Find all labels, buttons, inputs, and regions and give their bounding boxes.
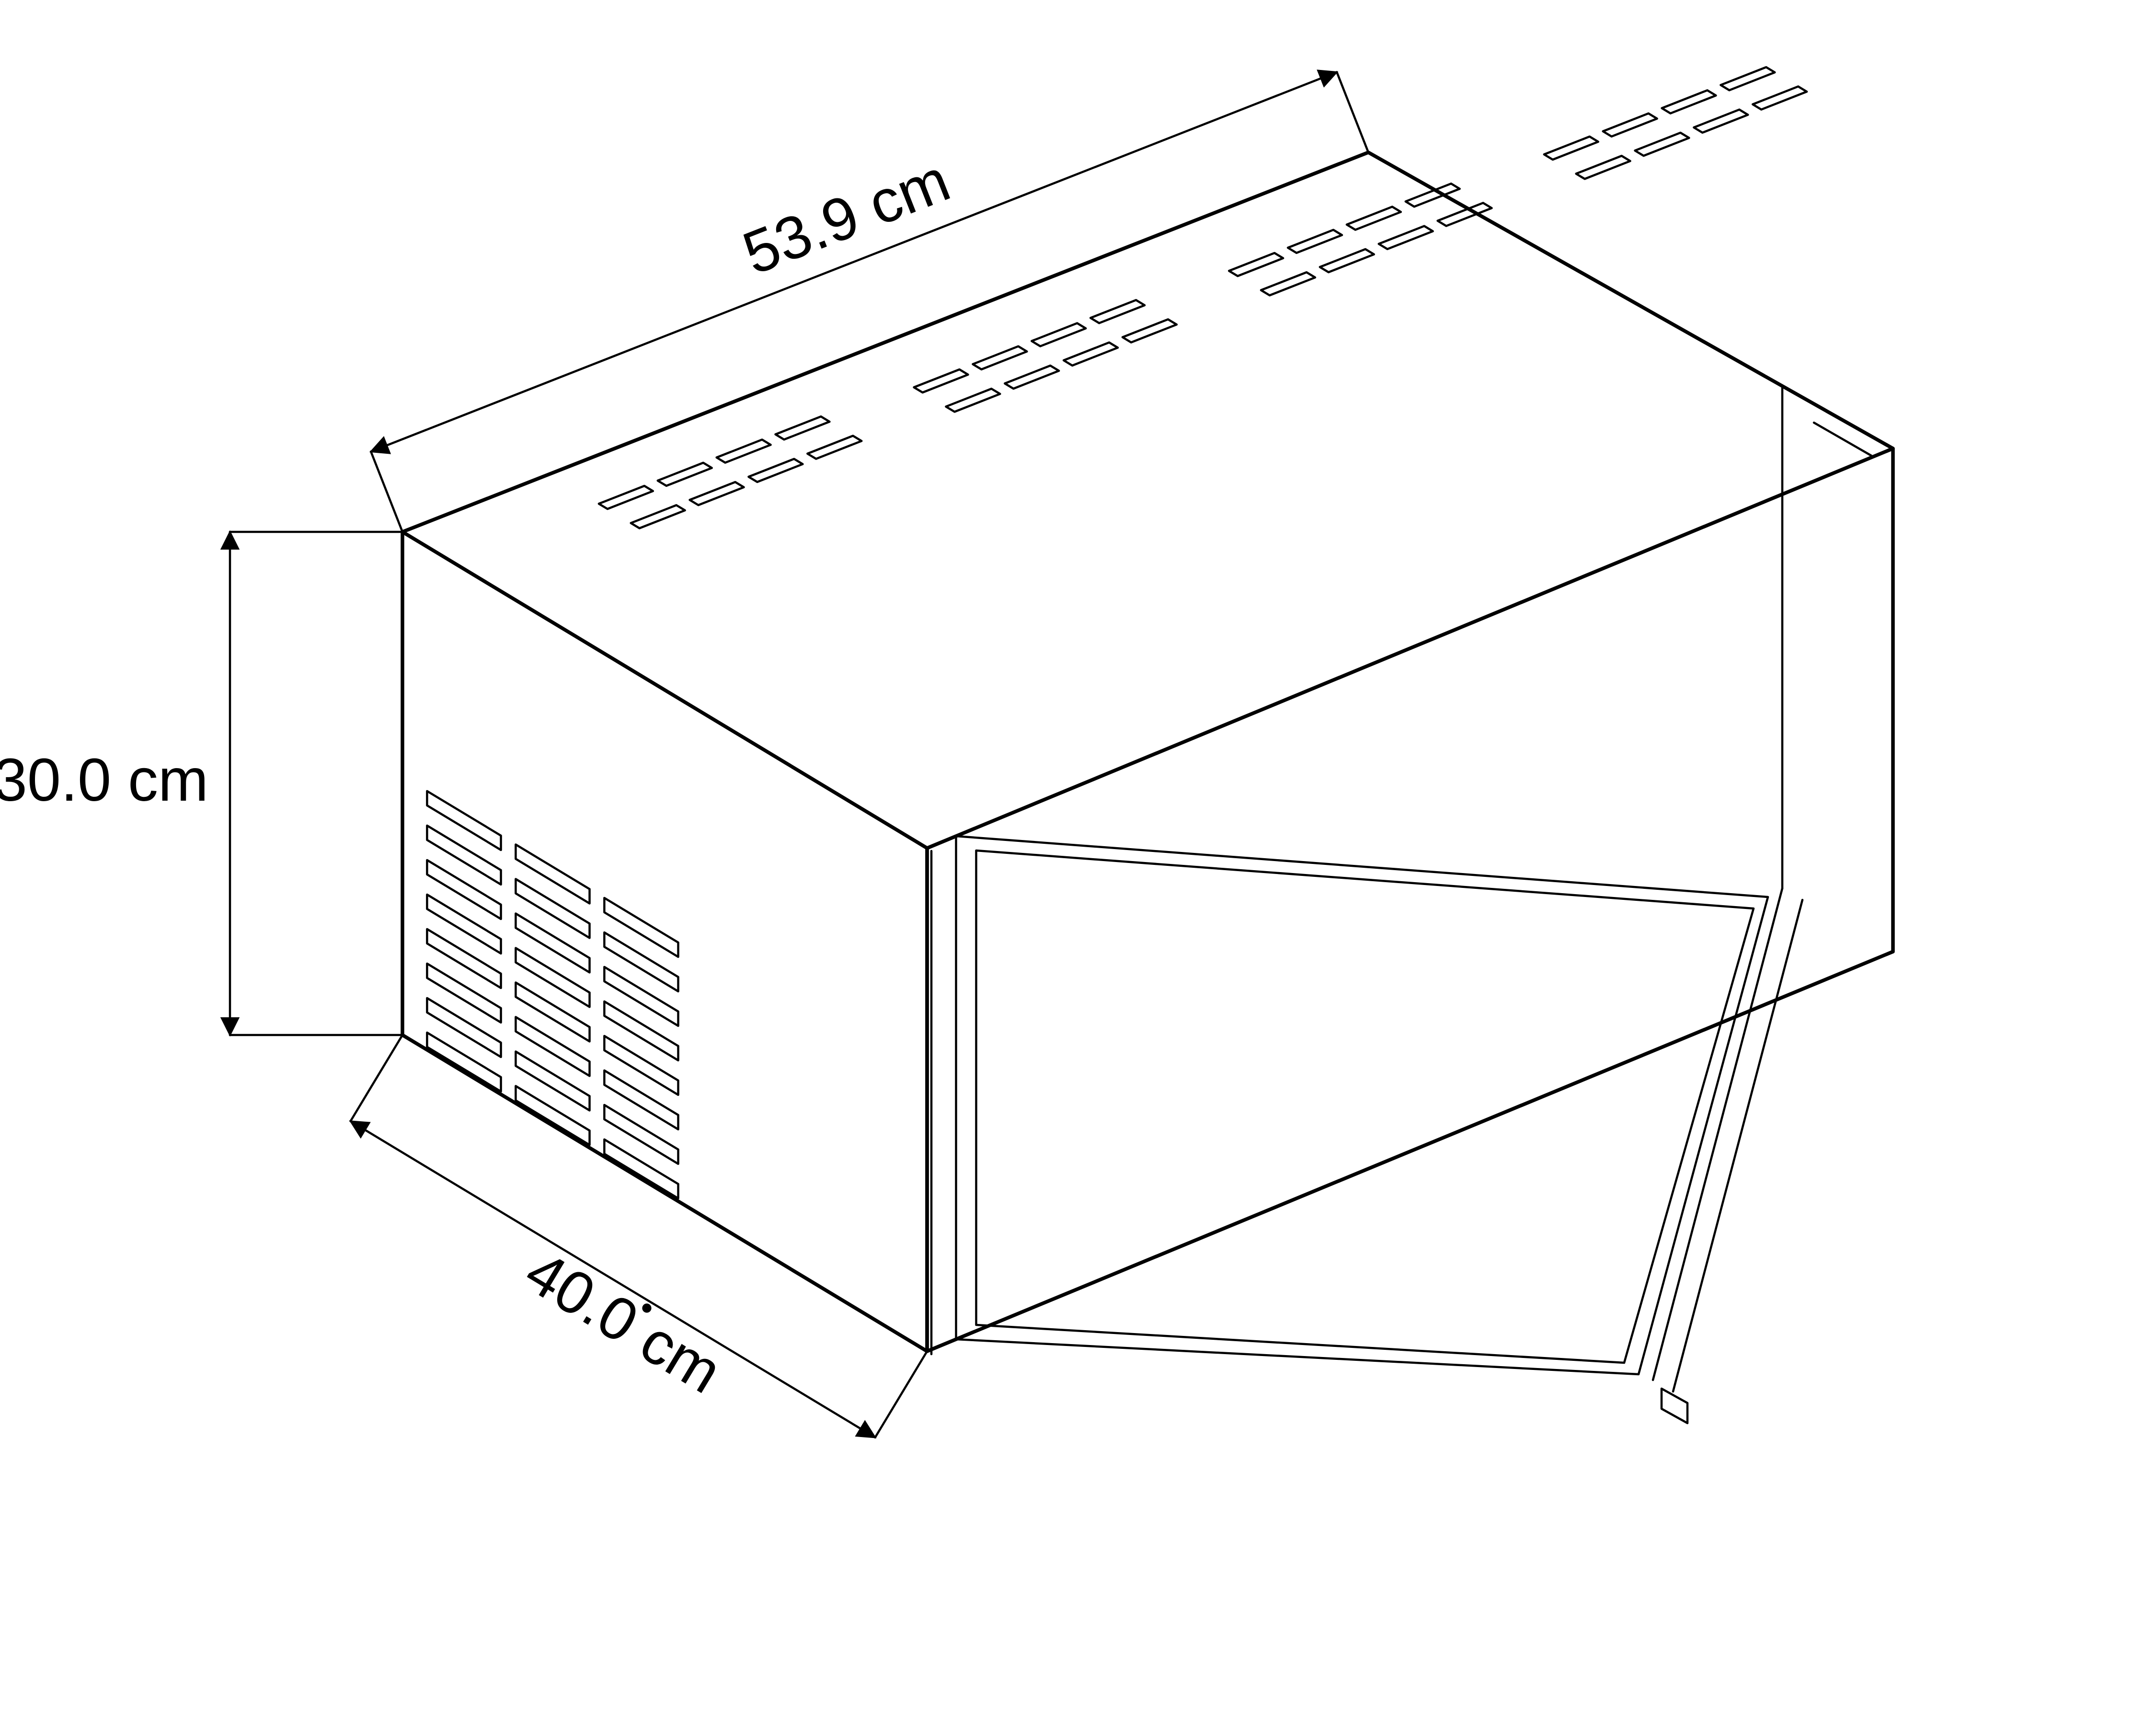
door-bezel [976,851,1754,1363]
dim-label-height: 30.0 cm [0,746,208,814]
side-vents [427,791,678,1198]
top-face [402,152,1893,848]
foot-front [1662,1389,1687,1423]
dim-label-width: 53.9 cm [734,146,959,287]
dimension-drawing: 53.9 cm 30.0 cm 40.0 cm [0,0,2156,1725]
panel-seam-front [1653,888,1782,1380]
door-outline [956,836,1768,1374]
front-face [927,448,1893,1351]
dim-line-width [371,72,1337,451]
dim-label-depth: 40.0 cm [514,1238,733,1406]
